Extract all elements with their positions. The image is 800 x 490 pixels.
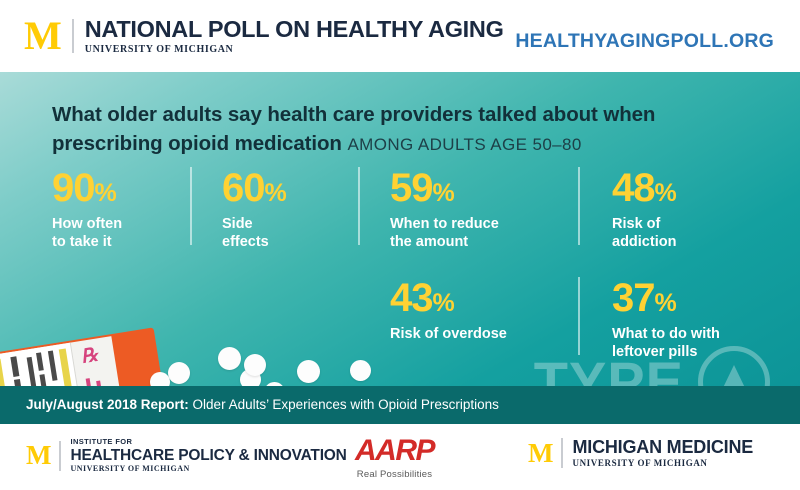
pill-icon [244,354,266,376]
stat-divider-1 [358,167,360,245]
footer-logo-hpi[interactable]: M INSTITUTE FOR HEALTHCARE POLICY & INNO… [26,438,347,473]
aarp-tagline: Real Possibilities [356,469,433,480]
stat-label-3: Risk of addiction [612,216,677,251]
site-url-link[interactable]: HEALTHYAGINGPOLL.ORG [515,30,774,52]
hpi-line-top: INSTITUTE FOR [70,437,133,446]
headline-qualifier: AMONG ADULTS AGE 50–80 [347,135,582,155]
stat-divider-0 [190,167,192,245]
michigan-medicine-text: MICHIGAN MEDICINE UNIVERSITY OF MICHIGAN [572,438,753,468]
stat-label-2: When to reduce the amount [390,216,499,251]
stat-item-4: 43% Risk of overdose [390,278,507,343]
brand-divider [71,19,74,53]
main-panel: What older adults say health care provid… [0,72,800,424]
report-caption: July/August 2018 Report: Older Adults’ E… [26,398,499,412]
footer-logo-aarp[interactable]: AARP Real Possibilities [355,434,436,481]
report-title: Older Adults’ Experiences with Opioid Pr… [188,397,499,413]
stat-value-4: 43% [390,276,455,320]
stat-label-5: What to do with leftover pills [612,326,720,361]
stat-value-1: 60% [222,166,287,210]
stat-value-2: 59% [390,166,455,210]
aarp-lockup: AARP Real Possibilities [355,434,436,481]
page-title: What older adults say health care provid… [52,100,752,158]
pill-icon [168,362,190,384]
logo-divider [59,440,62,471]
stat-value-5: 37% [612,276,677,320]
michigan-m-icon: M [24,13,62,58]
michigan-m-icon: M [528,437,554,468]
brand-text: NATIONAL POLL ON HEALTHY AGING UNIVERSIT… [85,17,504,55]
report-date: July/August 2018 Report: [26,397,189,413]
mm-line-sub: UNIVERSITY OF MICHIGAN [572,458,708,468]
page-header: M NATIONAL POLL ON HEALTHY AGING UNIVERS… [0,0,800,72]
report-bar: July/August 2018 Report: Older Adults’ E… [0,386,800,424]
stat-divider-3 [578,277,580,355]
stat-label-1: Side effects [222,216,269,251]
headline-main: What older adults say health care provid… [52,103,656,156]
aarp-wordmark: AARP [355,434,436,467]
hpi-text: INSTITUTE FOR HEALTHCARE POLICY & INNOVA… [70,438,346,473]
stat-divider-2 [578,167,580,245]
stat-item-0: 90% How often to take it [52,168,122,251]
stat-value-3: 48% [612,166,677,210]
michigan-m-icon: M [26,440,52,470]
pill-icon [297,360,320,383]
hpi-line-main: HEALTHCARE POLICY & INNOVATION [70,446,347,464]
stat-value-0: 90% [52,166,117,210]
brand-subtitle: UNIVERSITY OF MICHIGAN [84,43,234,55]
pill-icon [350,360,371,381]
stat-item-1: 60% Side effects [222,166,287,251]
stat-item-5: 37% What to do with leftover pills [612,278,720,361]
pill-icon [218,347,241,370]
logo-divider [561,438,564,468]
npha-brand-lockup: M NATIONAL POLL ON HEALTHY AGING UNIVERS… [24,16,504,56]
rx-symbol-icon: ℞ [79,344,100,368]
footer-logo-michigan-medicine[interactable]: M MICHIGAN MEDICINE UNIVERSITY OF MICHIG… [528,438,753,468]
stat-item-2: 59% When to reduce the amount [390,168,499,251]
page-footer: M INSTITUTE FOR HEALTHCARE POLICY & INNO… [0,424,800,490]
stat-label-0: How often to take it [52,216,123,251]
stat-item-3: 48% Risk of addiction [612,166,677,251]
brand-title: NATIONAL POLL ON HEALTHY AGING [84,16,504,43]
stat-label-4: Risk of overdose [390,326,507,342]
mm-line-main: MICHIGAN MEDICINE [572,437,754,457]
hpi-line-bottom: UNIVERSITY OF MICHIGAN [70,464,190,473]
